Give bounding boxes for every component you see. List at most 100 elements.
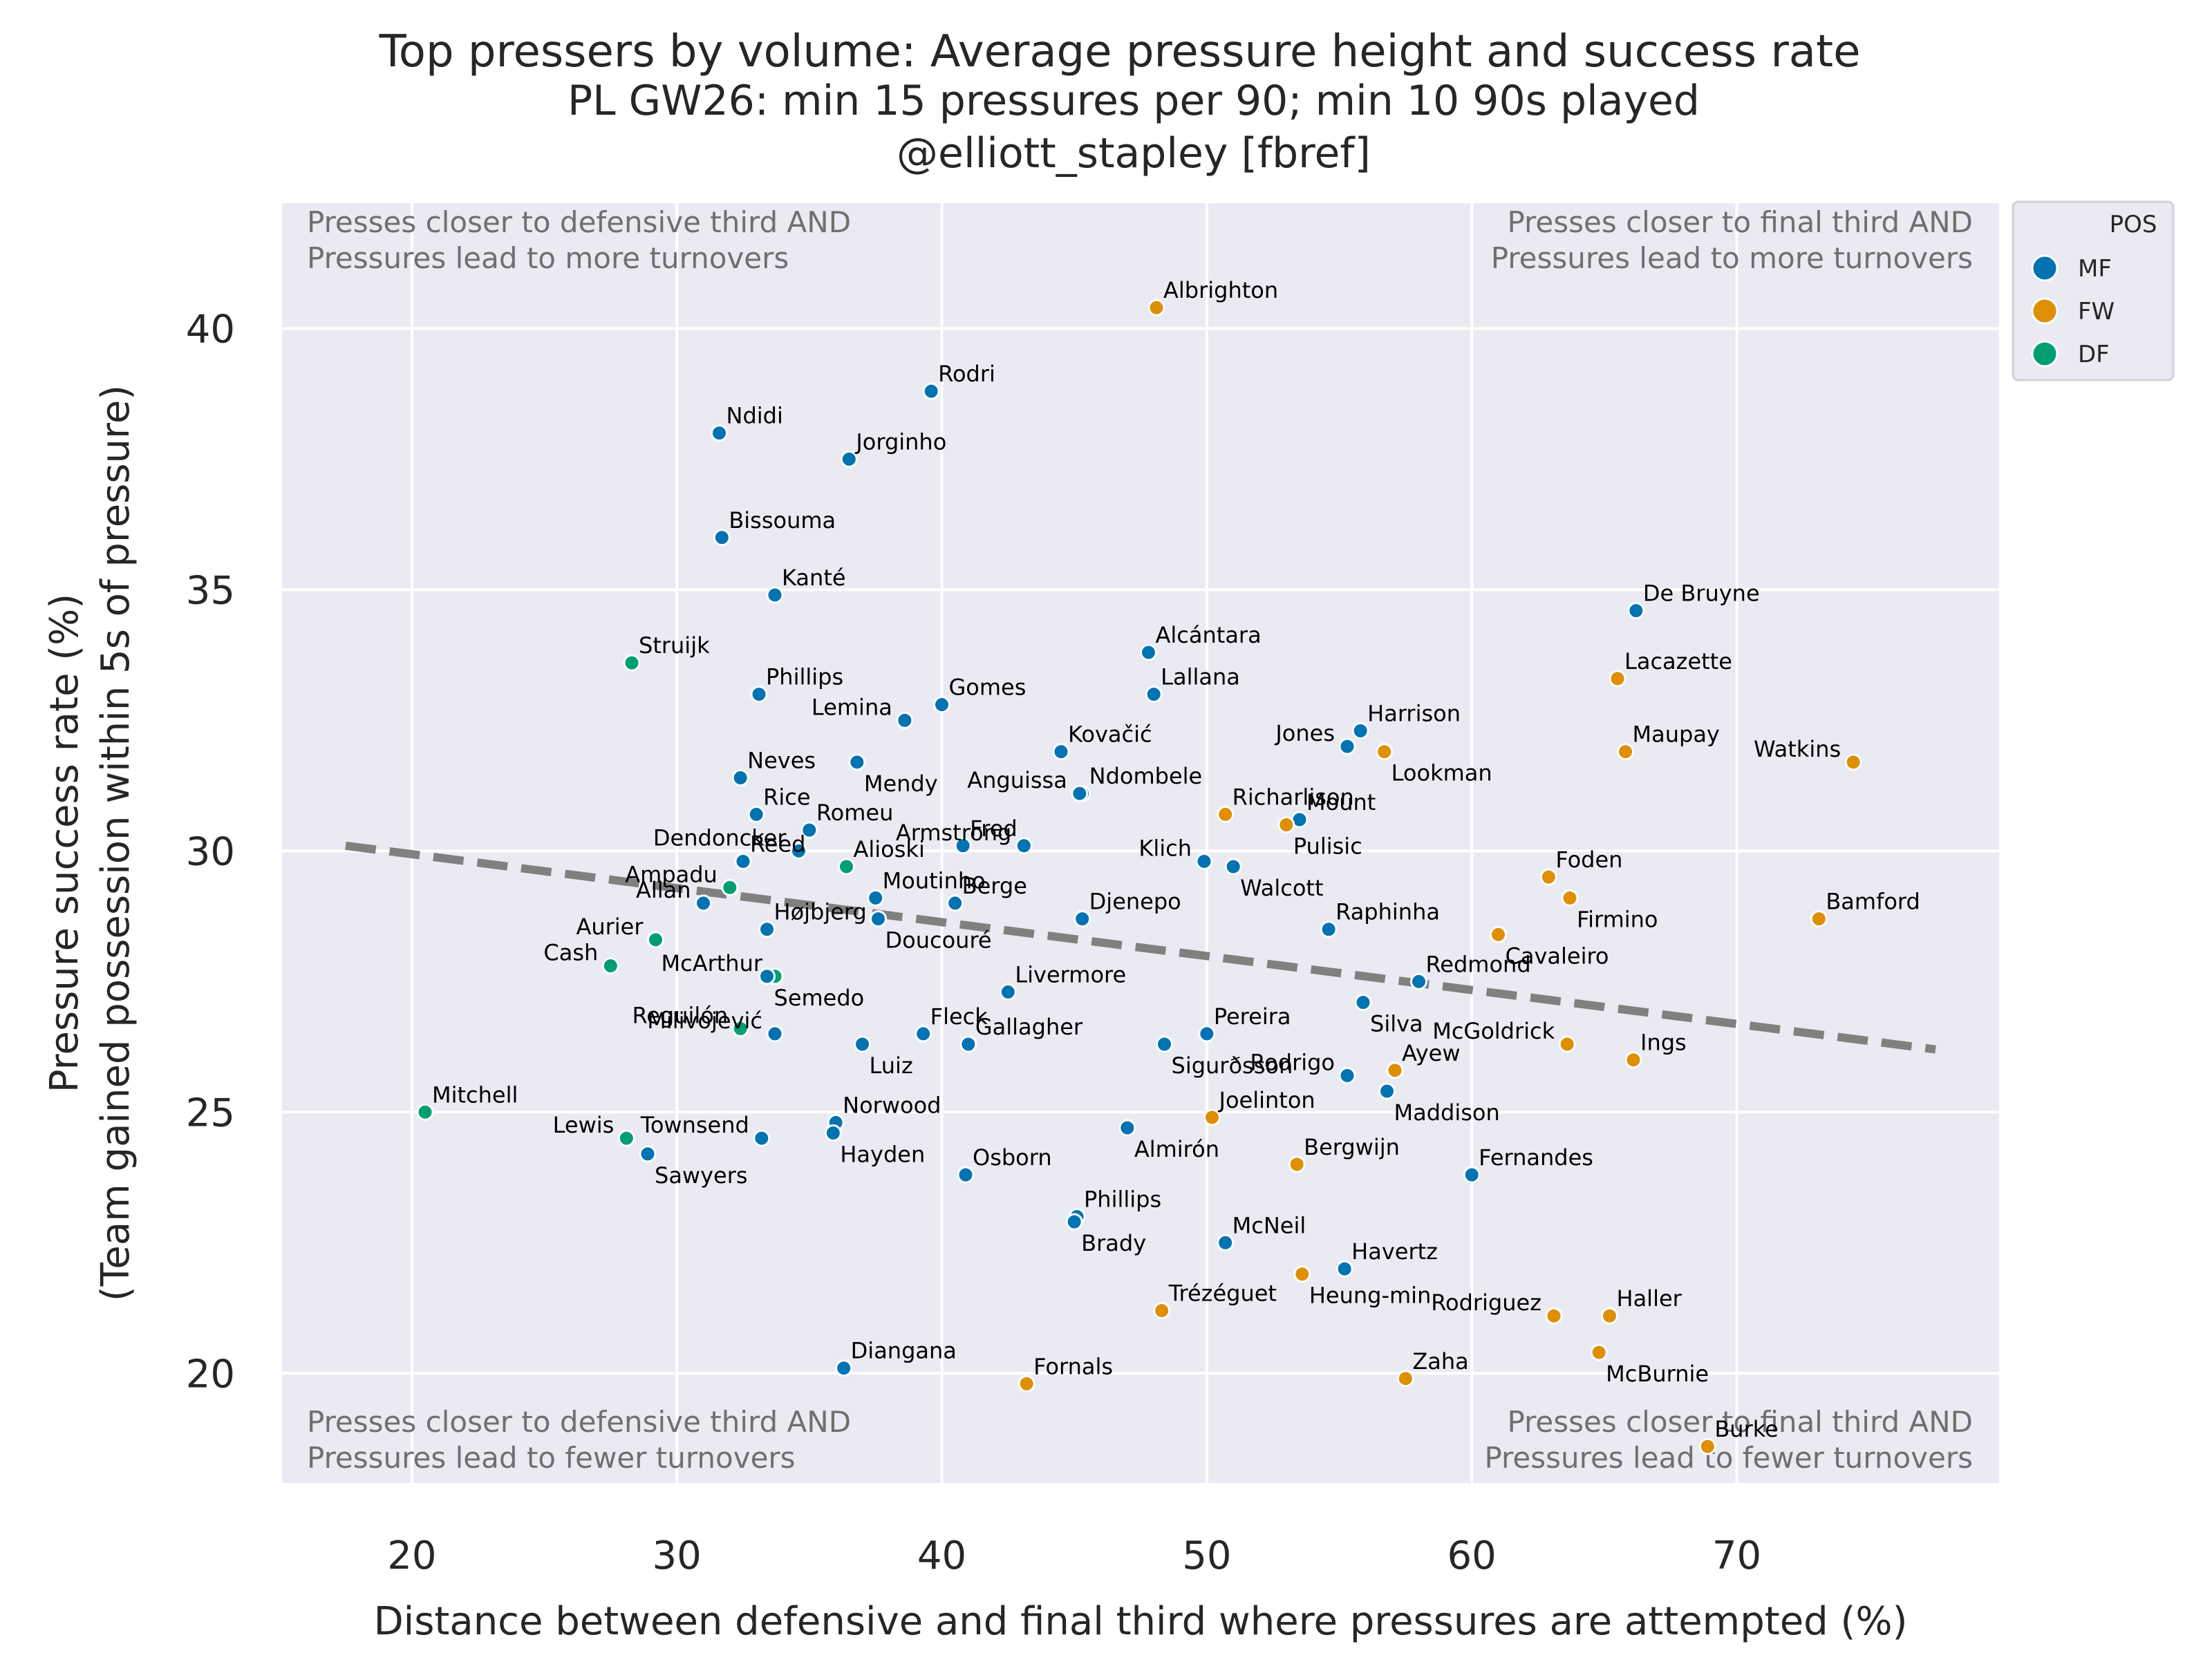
point-label: Joelinton xyxy=(1218,1087,1315,1113)
point-label: Havertz xyxy=(1351,1238,1438,1265)
data-point xyxy=(1065,1213,1083,1231)
point-label: Aurier xyxy=(576,914,644,940)
point-label: Silva xyxy=(1370,1011,1423,1037)
data-point xyxy=(1624,1051,1642,1069)
data-point xyxy=(1156,1035,1173,1053)
data-point xyxy=(848,753,866,771)
point-label: Ings xyxy=(1640,1030,1687,1056)
data-point xyxy=(695,894,712,912)
data-point xyxy=(734,852,752,870)
data-point xyxy=(766,1025,784,1043)
data-point xyxy=(1463,1166,1481,1184)
point-labels-group: Albrighton Rodri Ndidi Jorginho Bissouma Kant… xyxy=(432,277,1920,1442)
point-label: Jones xyxy=(1274,720,1335,746)
data-point xyxy=(601,957,619,975)
data-point xyxy=(1376,743,1394,761)
quadrant-note-top-right-line1: Presses closer to final third AND xyxy=(1507,205,1973,239)
data-point xyxy=(1118,1119,1136,1137)
points-group xyxy=(416,299,1862,1455)
point-label: McArthur xyxy=(661,950,762,976)
point-label: Rodrigo xyxy=(1250,1049,1335,1075)
data-point xyxy=(647,931,664,949)
point-label: Rodriguez xyxy=(1431,1290,1541,1316)
point-label: Ayew xyxy=(1402,1040,1461,1066)
point-label: Djenepo xyxy=(1089,889,1181,915)
data-point xyxy=(1627,602,1645,620)
data-point xyxy=(750,686,768,703)
quadrant-note-top-left: Presses closer to defensive third AND Pr… xyxy=(307,205,851,275)
data-point xyxy=(1335,1260,1353,1278)
data-point xyxy=(1558,1035,1576,1053)
legend-swatch xyxy=(2031,340,2059,368)
legend-box xyxy=(2012,200,2175,381)
point-label: McNeil xyxy=(1232,1212,1306,1238)
data-point xyxy=(747,805,765,823)
point-label: Moutinho xyxy=(883,867,986,894)
point-label: Lacazette xyxy=(1624,648,1732,674)
y-tick-label: 35 xyxy=(186,568,235,613)
data-point xyxy=(758,967,776,985)
legend-label: FW xyxy=(2078,298,2115,325)
point-label: Diangana xyxy=(851,1338,957,1364)
point-label: Raphinha xyxy=(1335,899,1440,925)
data-point xyxy=(1198,1025,1216,1043)
quadrant-note-top-left-line2: Pressures lead to more turnovers xyxy=(307,241,789,275)
point-label: Bissouma xyxy=(729,507,836,533)
legend-swatch xyxy=(2031,297,2059,325)
legend-swatch xyxy=(2031,254,2059,282)
point-label: Cavaleiro xyxy=(1506,943,1609,969)
grid xyxy=(282,203,1999,1483)
point-label: Norwood xyxy=(843,1092,941,1118)
data-point xyxy=(1293,1265,1311,1283)
data-point xyxy=(711,424,728,442)
data-point xyxy=(840,450,858,468)
point-label: McGoldrick xyxy=(1432,1018,1555,1044)
point-label: Pulisic xyxy=(1293,833,1362,860)
data-point xyxy=(800,821,818,839)
x-tick-label: 40 xyxy=(917,1533,966,1578)
quadrant-note-top-right-line2: Pressures lead to more turnovers xyxy=(1491,241,1973,275)
point-label: Lewis xyxy=(553,1112,615,1138)
data-point xyxy=(416,1103,434,1121)
y-tick-label: 40 xyxy=(186,307,235,352)
point-label: Townsend xyxy=(640,1112,749,1138)
data-point xyxy=(1217,1234,1235,1252)
data-point xyxy=(721,878,739,896)
quadrant-note-top-right: Presses closer to final third AND Pressu… xyxy=(1491,205,1973,275)
data-point xyxy=(1288,1155,1306,1173)
point-label: Phillips xyxy=(1084,1186,1161,1212)
data-point xyxy=(1545,1307,1563,1325)
point-label: Neves xyxy=(747,748,816,774)
point-label: Bamford xyxy=(1826,889,1920,915)
data-point xyxy=(854,1035,871,1053)
point-label: Kovačić xyxy=(1068,721,1152,748)
data-point xyxy=(1386,1061,1404,1079)
point-label: Alcántara xyxy=(1156,622,1262,648)
point-label: Jorginho xyxy=(854,428,946,455)
point-label: Osborn xyxy=(973,1144,1052,1171)
data-point xyxy=(617,1129,635,1147)
point-label: Harrison xyxy=(1367,700,1461,726)
x-tick-label: 70 xyxy=(1712,1533,1761,1578)
point-label: Struijk xyxy=(639,632,710,659)
point-label: Rice xyxy=(763,784,810,810)
data-point xyxy=(766,586,784,604)
point-label: Luiz xyxy=(870,1052,913,1079)
quadrant-note-bottom-right-line1: Presses closer to final third AND xyxy=(1507,1405,1973,1439)
data-point xyxy=(1609,670,1627,688)
y-axis-label-line1: Pressure success rate (%) xyxy=(42,594,87,1093)
point-label: Bergwijn xyxy=(1304,1134,1400,1160)
point-label: Firmino xyxy=(1577,906,1658,932)
point-label: Ampadu xyxy=(625,861,718,887)
point-label: Mitchell xyxy=(432,1082,518,1108)
point-label: De Bruyne xyxy=(1643,580,1760,607)
data-point xyxy=(915,1025,932,1043)
point-label: Heung-min xyxy=(1309,1283,1432,1309)
quadrant-note-bottom-left-line2: Pressures lead to fewer turnovers xyxy=(307,1441,796,1475)
legend-label: MF xyxy=(2078,255,2112,283)
point-label: Livermore xyxy=(1015,961,1126,988)
data-point xyxy=(1844,753,1862,771)
chart-subtitle-line1: PL GW26: min 15 pressures per 90; min 10… xyxy=(568,77,1700,125)
